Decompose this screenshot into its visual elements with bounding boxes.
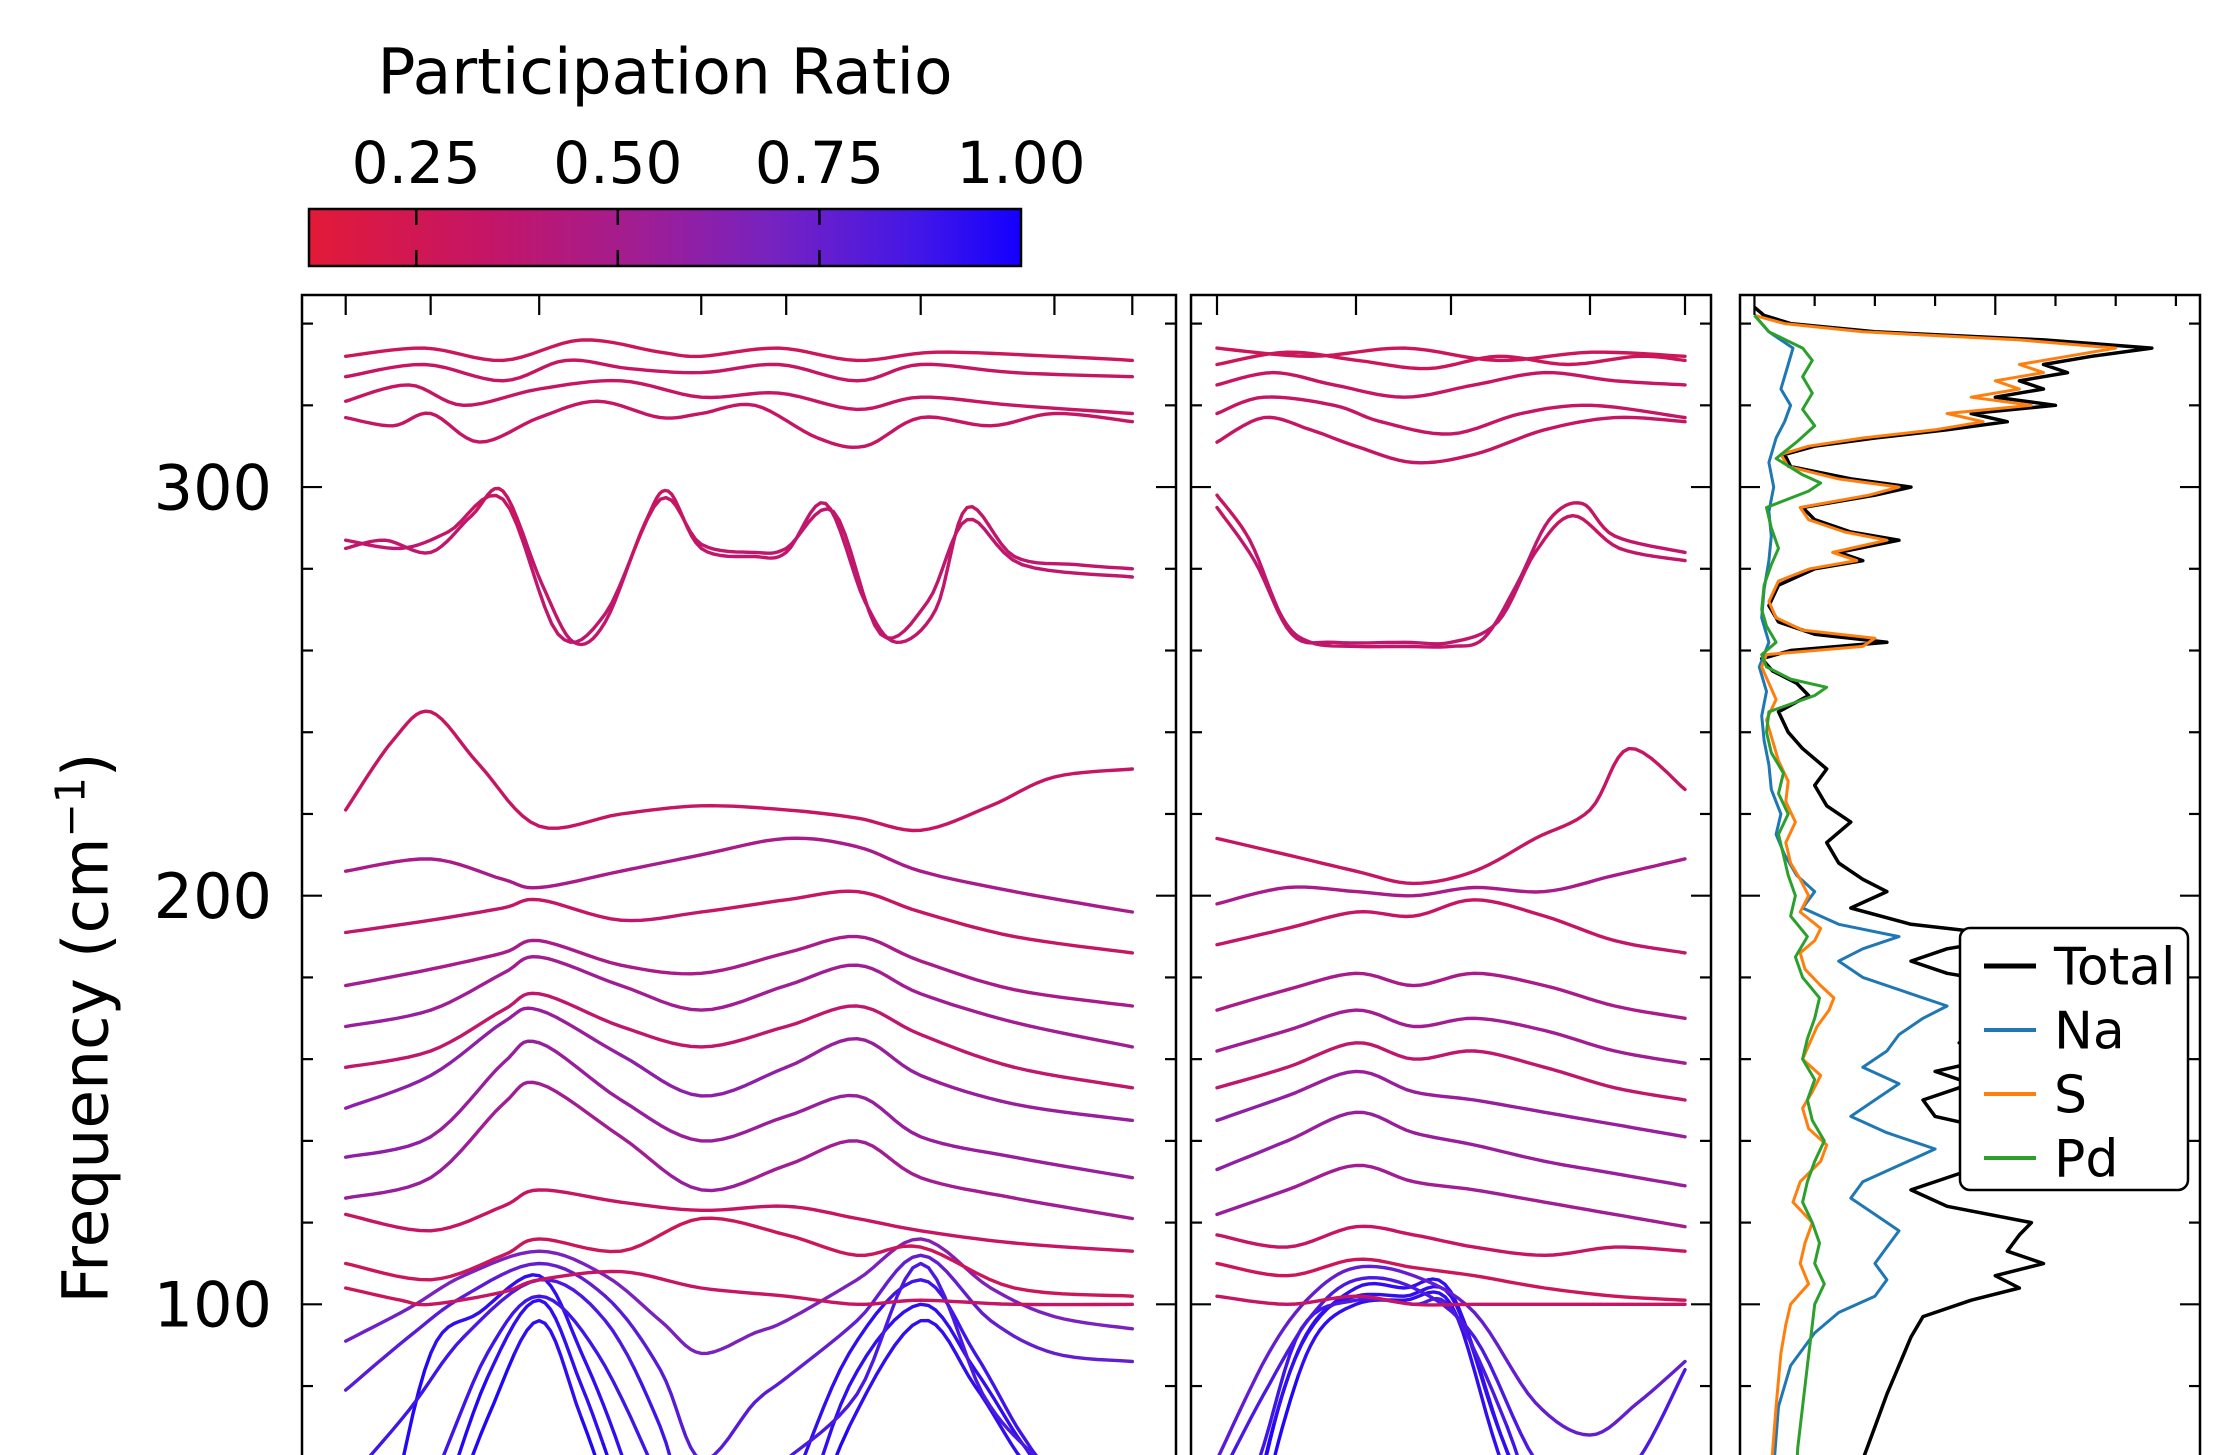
colorbar-tick-label: 0.25	[352, 129, 481, 197]
y-axis-label-close: )	[49, 752, 123, 778]
y-axis-label: Frequency (cm−1)	[46, 752, 123, 1304]
legend-label-pd: Pd	[2054, 1130, 2118, 1190]
phonon-bands	[344, 338, 1134, 1455]
dos-curve-pd	[1753, 314, 1829, 1455]
legend-label-s: S	[2054, 1066, 2087, 1126]
y-tick-label: 300	[154, 451, 272, 524]
dos-curve-s	[1754, 313, 2118, 1455]
colorbar-tick-label: 0.50	[553, 129, 682, 197]
band-panel-right: SRZT	[1189, 293, 1713, 1455]
phonon-bands	[1215, 346, 1687, 1455]
y-axis-label-superscript: −1	[46, 777, 95, 838]
band-panel-left: ΓYC₀/Σ₀ΓZA₀/E₀T	[300, 293, 1178, 1455]
legend-label-na: Na	[2054, 1002, 2125, 1062]
y-tick-label: 200	[154, 860, 272, 933]
colorbar-title: Participation Ratio	[377, 35, 953, 109]
colorbar-tick-label: 0.75	[755, 129, 884, 197]
dos-curve-na	[1753, 314, 1949, 1455]
y-axis-label-text: Frequency (cm	[49, 837, 123, 1304]
colorbar-tick-label: 1.00	[956, 129, 1085, 197]
colorbar: 0.25 0.50 0.75 1.00	[307, 129, 1086, 268]
y-tick-label: 100	[154, 1269, 272, 1342]
dos-panel: 0.00.2	[1738, 293, 2202, 1455]
legend-label-total: Total	[2053, 938, 2175, 998]
